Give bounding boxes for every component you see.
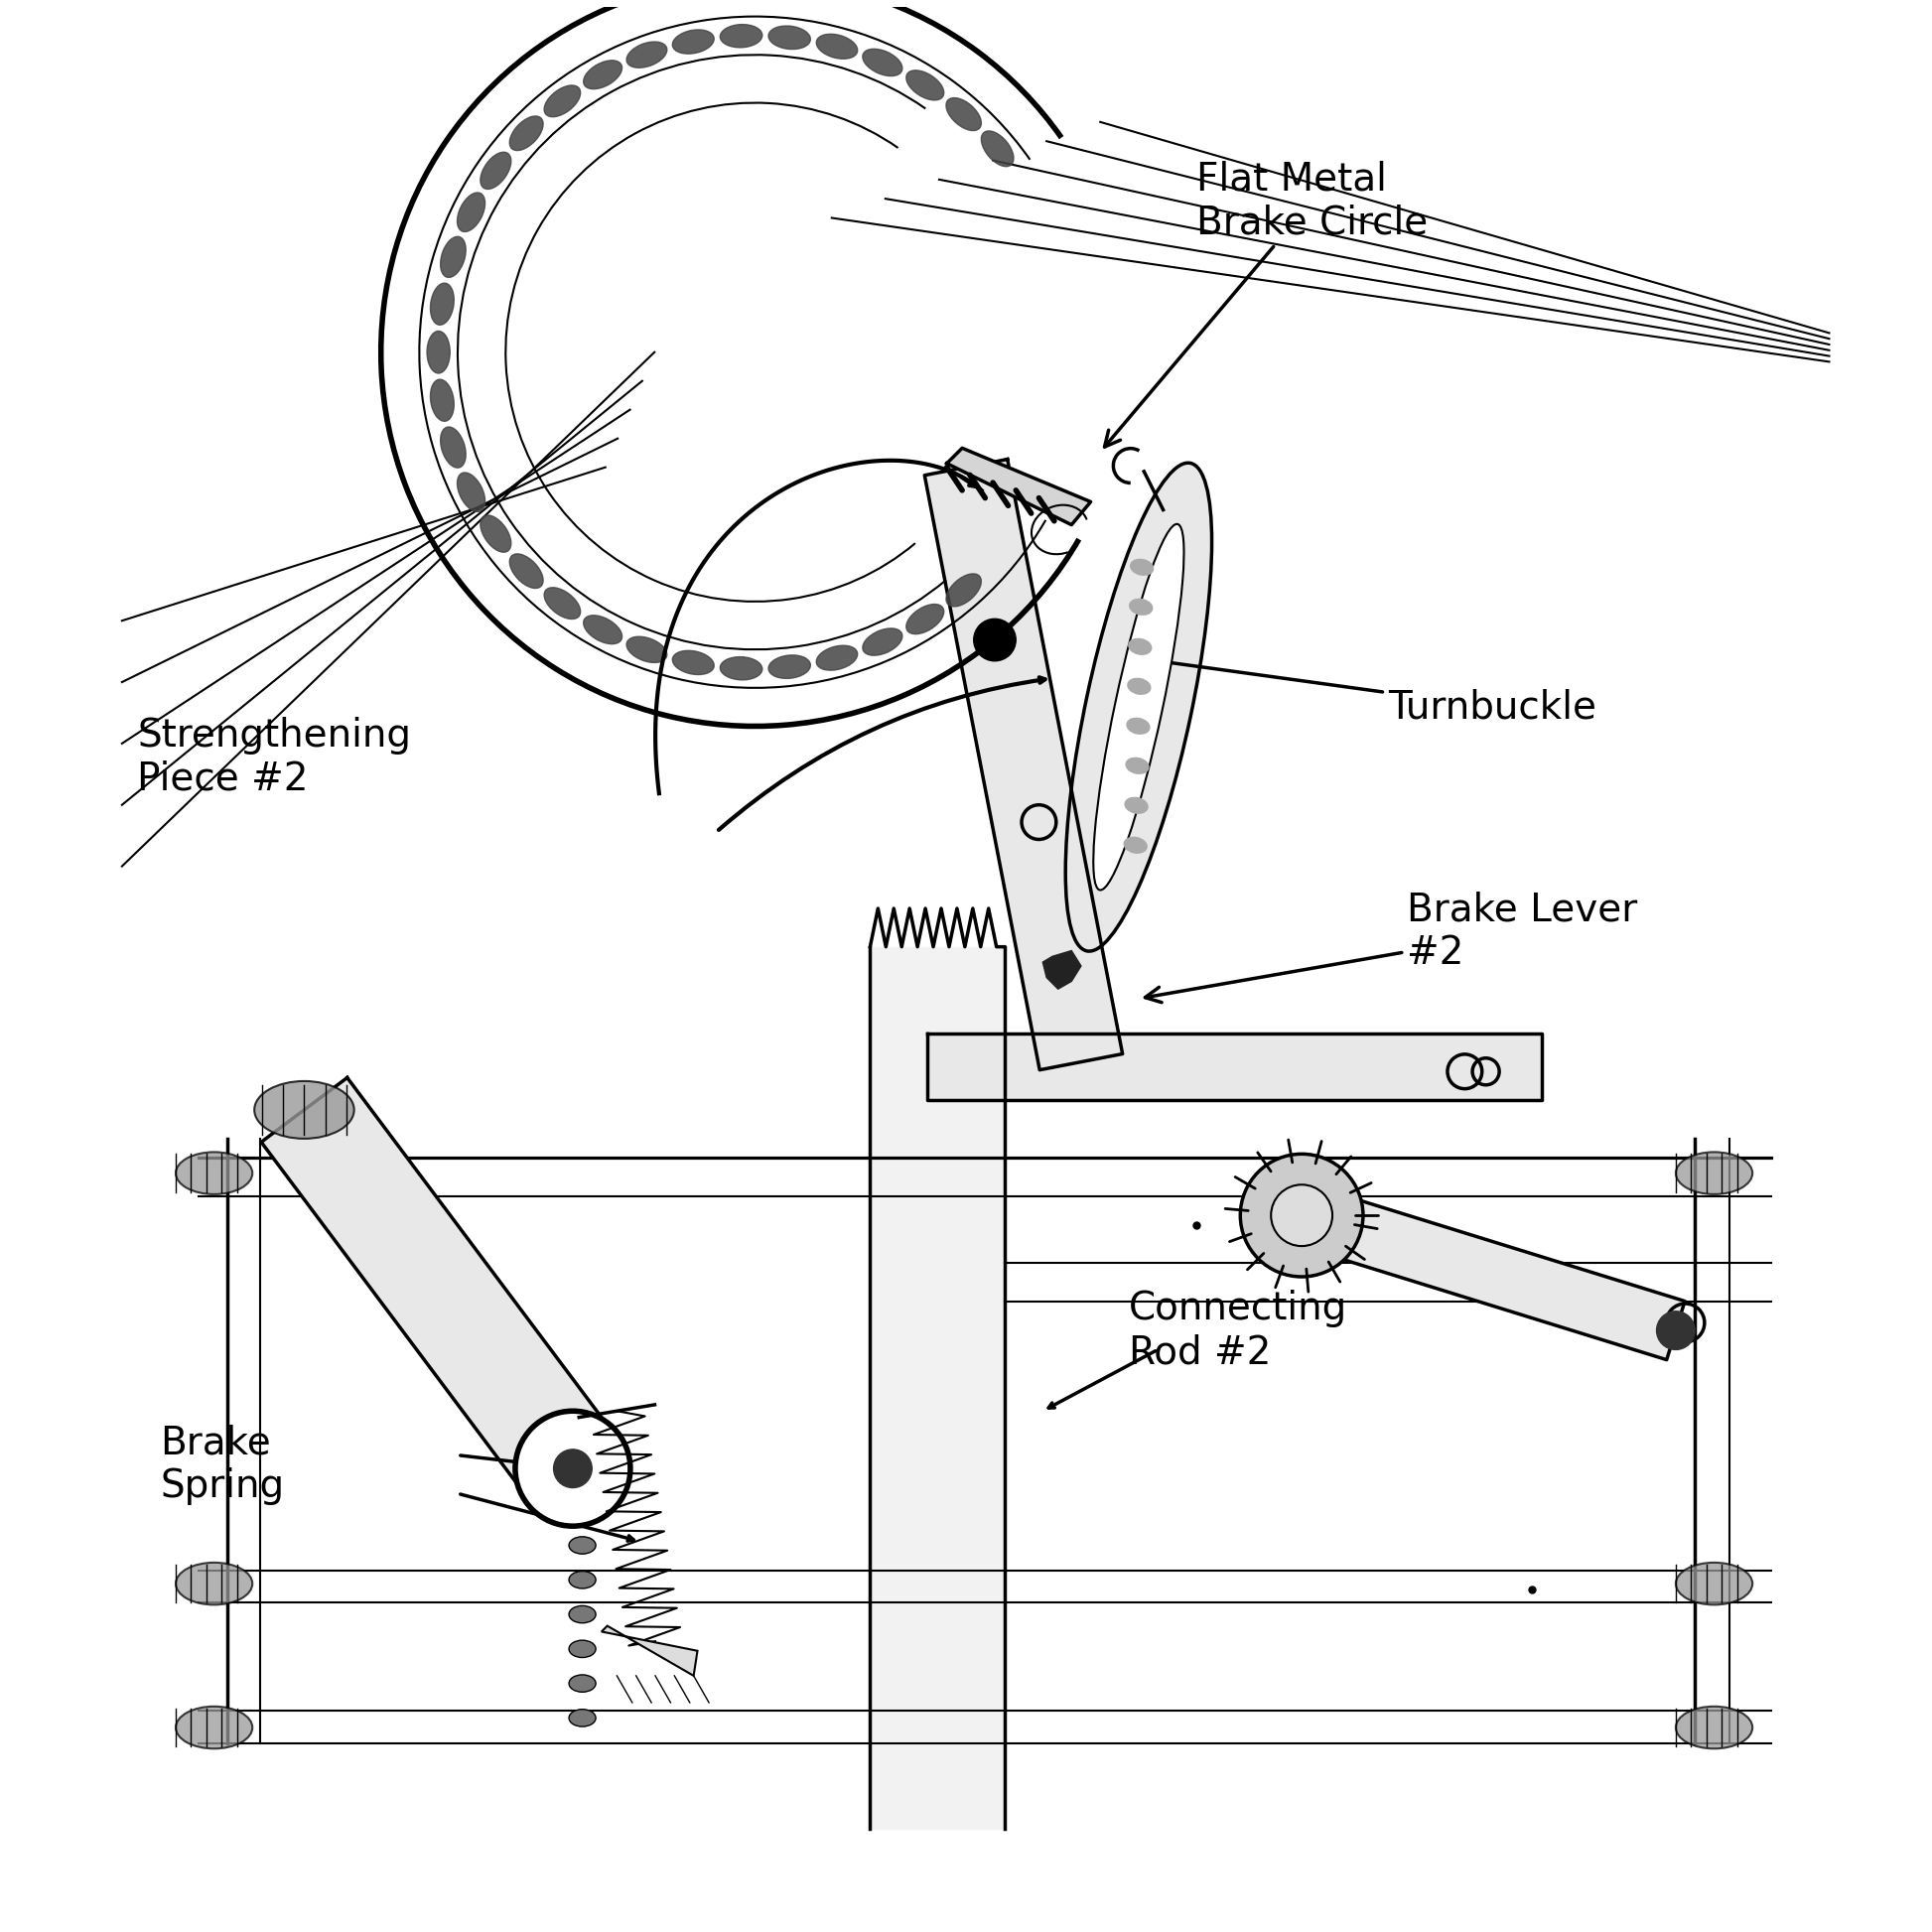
Ellipse shape	[545, 85, 580, 116]
Ellipse shape	[1126, 757, 1150, 773]
Text: Strengthening
Piece #2: Strengthening Piece #2	[137, 717, 412, 798]
Ellipse shape	[568, 1710, 595, 1727]
Polygon shape	[1043, 951, 1082, 989]
Ellipse shape	[906, 605, 945, 634]
Ellipse shape	[481, 516, 512, 553]
Ellipse shape	[1126, 719, 1150, 734]
Circle shape	[554, 1449, 591, 1488]
Circle shape	[1240, 1153, 1364, 1277]
Ellipse shape	[176, 1563, 253, 1605]
Text: Flat Metal
Brake Circle: Flat Metal Brake Circle	[1105, 160, 1428, 446]
Text: Brake
Spring: Brake Spring	[160, 1424, 284, 1505]
Ellipse shape	[568, 1605, 595, 1623]
Ellipse shape	[1065, 464, 1211, 951]
Ellipse shape	[510, 554, 543, 587]
Ellipse shape	[176, 1151, 253, 1194]
Polygon shape	[947, 448, 1092, 526]
Ellipse shape	[568, 1571, 595, 1588]
Ellipse shape	[440, 236, 466, 278]
Circle shape	[1656, 1312, 1694, 1350]
Ellipse shape	[255, 1082, 354, 1138]
Ellipse shape	[568, 1640, 595, 1658]
Ellipse shape	[176, 1706, 253, 1748]
Ellipse shape	[721, 25, 763, 48]
Ellipse shape	[626, 43, 667, 68]
Ellipse shape	[440, 427, 466, 468]
Ellipse shape	[769, 25, 810, 48]
Ellipse shape	[1675, 1563, 1752, 1605]
Ellipse shape	[510, 116, 543, 151]
Text: Turnbuckle: Turnbuckle	[1151, 655, 1596, 726]
Ellipse shape	[906, 70, 945, 100]
Polygon shape	[925, 460, 1122, 1070]
Ellipse shape	[568, 1536, 595, 1553]
Ellipse shape	[1124, 798, 1148, 813]
Ellipse shape	[721, 657, 763, 680]
Ellipse shape	[1130, 599, 1151, 614]
Polygon shape	[927, 1034, 1542, 1101]
Ellipse shape	[545, 587, 580, 618]
Ellipse shape	[431, 284, 454, 325]
Ellipse shape	[1675, 1706, 1752, 1748]
Ellipse shape	[817, 645, 858, 670]
Ellipse shape	[1124, 837, 1148, 854]
Polygon shape	[869, 947, 1005, 1830]
Ellipse shape	[427, 330, 450, 373]
Ellipse shape	[672, 651, 715, 674]
Polygon shape	[601, 1627, 697, 1675]
Ellipse shape	[626, 636, 667, 663]
Ellipse shape	[583, 60, 622, 89]
Text: Brake Lever
#2: Brake Lever #2	[1146, 891, 1638, 1003]
Polygon shape	[1283, 1182, 1685, 1360]
Ellipse shape	[769, 655, 810, 678]
Ellipse shape	[947, 574, 981, 607]
Polygon shape	[261, 1078, 616, 1501]
Ellipse shape	[1128, 639, 1151, 655]
Ellipse shape	[583, 616, 622, 643]
Ellipse shape	[817, 35, 858, 58]
Ellipse shape	[1128, 678, 1150, 694]
Ellipse shape	[481, 153, 512, 189]
Ellipse shape	[458, 193, 485, 232]
Text: Connecting
Rod #2: Connecting Rod #2	[1128, 1291, 1349, 1372]
Ellipse shape	[981, 131, 1014, 166]
Circle shape	[516, 1410, 630, 1526]
Ellipse shape	[947, 99, 981, 131]
Ellipse shape	[1130, 560, 1153, 576]
Ellipse shape	[1675, 1151, 1752, 1194]
Ellipse shape	[862, 48, 902, 75]
Ellipse shape	[431, 379, 454, 421]
Circle shape	[1271, 1184, 1333, 1246]
Ellipse shape	[672, 29, 715, 54]
Ellipse shape	[568, 1675, 595, 1692]
Circle shape	[974, 618, 1016, 661]
Ellipse shape	[1094, 524, 1184, 891]
Ellipse shape	[862, 628, 902, 655]
Ellipse shape	[458, 473, 485, 512]
